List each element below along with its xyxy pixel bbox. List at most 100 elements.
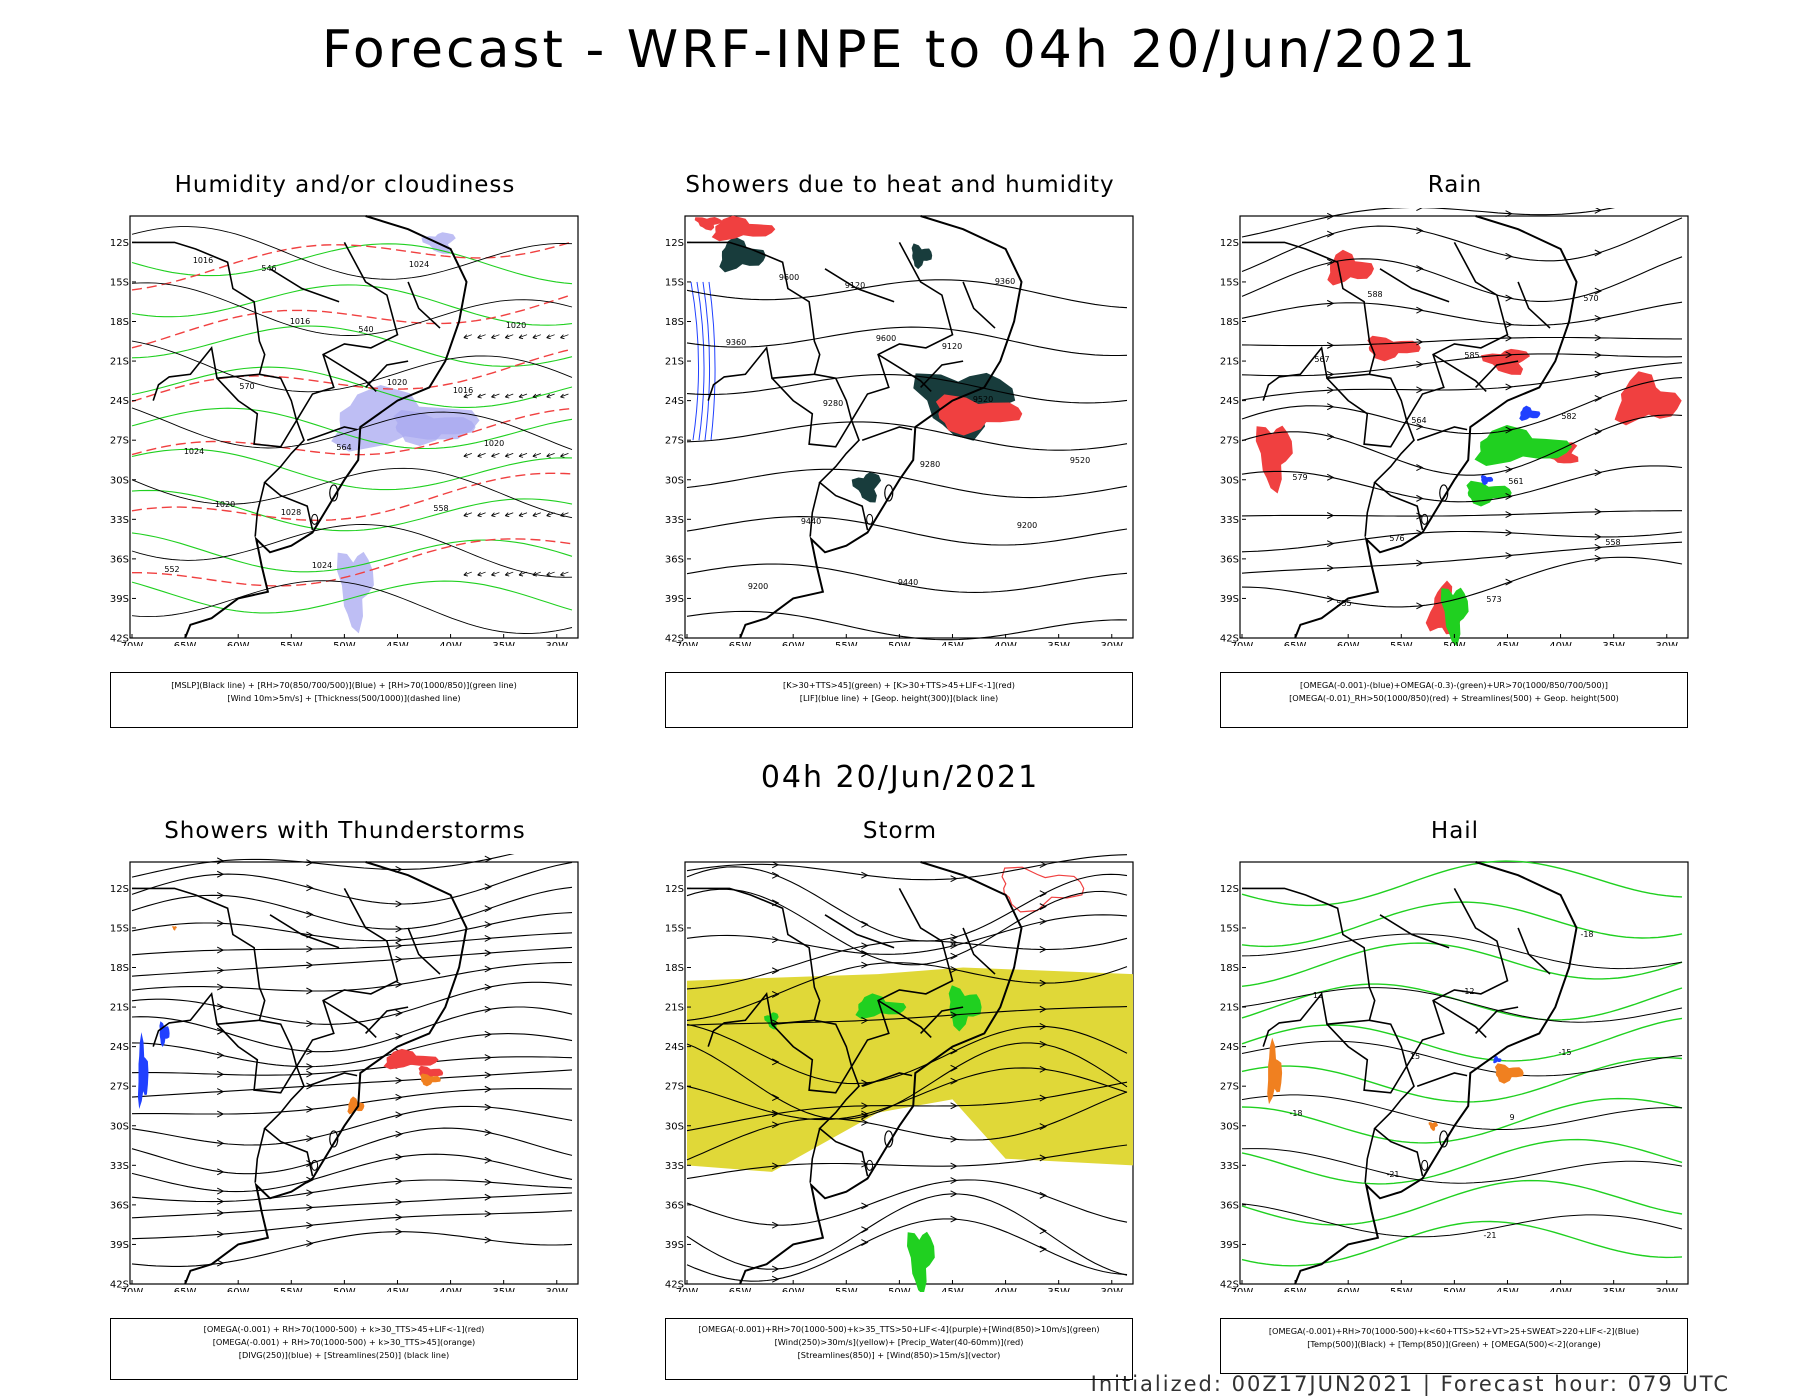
country-border: [132, 887, 266, 1047]
streamline-arrow: [306, 884, 314, 892]
streamline-arrow: [1326, 258, 1335, 266]
lon-tick-label: 30W: [1655, 1287, 1678, 1292]
wind-vector: [532, 512, 541, 518]
streamline-arrow: [1039, 1227, 1047, 1235]
lon-tick-label: 55W: [835, 641, 858, 646]
lat-tick-label: 15S: [1220, 923, 1239, 934]
lon-tick-label: 40W: [439, 1287, 462, 1292]
lat-tick-label: 12S: [1220, 238, 1239, 249]
lat-tick-label: 30S: [1220, 1121, 1239, 1132]
rh-green-contour: [131, 407, 573, 450]
country-border: [1416, 1072, 1468, 1087]
lat-tick-label: 27S: [110, 1082, 129, 1093]
wind-vector: [560, 334, 569, 340]
streamline: [1241, 414, 1683, 476]
wind-vector: [504, 571, 514, 577]
streamline-arrow: [216, 1187, 225, 1195]
lat-tick-label: 42S: [110, 1280, 129, 1291]
streamline-arrow: [395, 980, 403, 988]
streamline-arrow: [861, 1110, 869, 1118]
streamline-arrow: [484, 905, 492, 913]
contour-label: 588: [1367, 290, 1382, 299]
humidity-map[interactable]: 1016 1016 1020 1020 1020 1024 1024 1020 570 564 55…: [110, 208, 580, 646]
lat-tick-label: 30S: [665, 1121, 684, 1132]
streamline-arrow: [1505, 529, 1513, 537]
panel-title: Storm: [862, 818, 938, 844]
hail-map[interactable]: -12 -15 -18 -21 -21 -18 12 15 9 12S 15S 18S 21S 24S 27…: [1220, 854, 1690, 1292]
geop-height-line: [686, 563, 1128, 593]
streamline-arrow: [306, 945, 314, 953]
lon-tick-label: 50W: [888, 1287, 911, 1292]
contour-label: 585: [1464, 351, 1479, 360]
country-border: [1326, 1019, 1408, 1094]
streamline-arrow: [216, 1230, 225, 1238]
lon-tick-label: 35W: [1047, 641, 1070, 646]
lon-tick-label: 60W: [1337, 1287, 1360, 1292]
lon-tick-label: 60W: [782, 641, 805, 646]
legend-line: [MSLP](Black line) + [RH>70(850/700/500)…: [171, 680, 517, 690]
contour-label: -12: [1461, 987, 1474, 996]
streamline-arrow: [1594, 351, 1602, 359]
wind-vector: [491, 571, 500, 577]
streamline-arrow: [484, 1236, 492, 1244]
legend-box: [OMEGA(-0.001)+RH>70(1000-500)+k<60+TTS>…: [1220, 1318, 1688, 1374]
lat-tick-label: 33S: [110, 1161, 129, 1172]
streamline-arrow: [1594, 370, 1602, 378]
contour-label: 540: [358, 325, 373, 334]
streamline: [131, 1127, 573, 1175]
lon-tick-label: 70W: [121, 641, 144, 646]
streamline-arrow: [306, 961, 314, 969]
contour-label: 12: [1313, 991, 1323, 1000]
contour-label: 9520: [1070, 456, 1090, 465]
streamline-arrow: [1039, 1245, 1047, 1253]
mslp-isobar: [131, 340, 573, 393]
rh-green-contour: [131, 284, 573, 326]
country-border: [306, 426, 358, 441]
wind-vector: [504, 512, 514, 518]
country-border: [1364, 1128, 1376, 1183]
streamline-arrow: [950, 1135, 958, 1143]
country-border: [687, 241, 821, 401]
streamline-arrow: [1326, 512, 1335, 519]
streamline-arrow: [1326, 403, 1335, 411]
streamline-arrow: [950, 952, 958, 960]
streamline: [1241, 377, 1683, 435]
lon-tick-label: 30W: [1655, 641, 1678, 646]
legend-line: [Wind 10m>5m/s] + [Thickness(500/1000)](…: [227, 693, 461, 703]
lagoon: [1421, 1159, 1429, 1171]
country-border: [962, 927, 996, 975]
storm-map[interactable]: 12S 15S 18S 21S 24S 27S 30S 33S 36S 39S 42S70W 65W 6…: [665, 854, 1135, 1292]
geop-height-line: [686, 468, 1128, 499]
streamline: [131, 912, 573, 942]
omega500-orange-area: [1494, 1063, 1524, 1084]
country-border: [861, 426, 913, 441]
streamline-arrow: [1326, 564, 1335, 572]
temp500-black-line: [1241, 1040, 1683, 1077]
wind-vector: [477, 334, 486, 340]
thunder-orange-area: [420, 1073, 441, 1087]
lagoon: [329, 1130, 339, 1148]
wind-vector: [532, 453, 541, 458]
streamline-arrow: [771, 967, 780, 975]
country-border: [295, 242, 399, 421]
streamline-arrow: [484, 1129, 492, 1137]
lat-tick-label: 18S: [1220, 963, 1239, 974]
streamline: [686, 888, 1128, 966]
omega500-orange-area: [1428, 1122, 1438, 1132]
streamline: [686, 1023, 1128, 1085]
country-border: [809, 1128, 821, 1183]
showers-heat-map[interactable]: 9600 9600 9520 9520 9440 9440 9360 9360 9280 9280…: [665, 208, 1135, 646]
lon-tick-label: 60W: [1337, 641, 1360, 646]
streamline-arrow: [1594, 287, 1602, 295]
thunderstorms-map[interactable]: 12S 15S 18S 21S 24S 27S 30S 33S 36S 39S 42S70W 65W 6…: [110, 854, 580, 1292]
map-frame: [1239, 861, 1689, 1285]
streamline-arrow: [1505, 492, 1513, 500]
lat-tick-label: 39S: [1220, 1240, 1239, 1251]
rain-map[interactable]: 588 585 582 579 576 573 570 567 564 561 558 555 12S 1…: [1220, 208, 1690, 646]
rh-green-contour: [131, 580, 573, 614]
wind-vector: [518, 453, 528, 458]
lif-blue-line: [702, 281, 711, 441]
rh-green-contour: [131, 532, 573, 573]
contour-label: 9600: [876, 334, 896, 343]
contour-label: 9120: [845, 281, 865, 290]
